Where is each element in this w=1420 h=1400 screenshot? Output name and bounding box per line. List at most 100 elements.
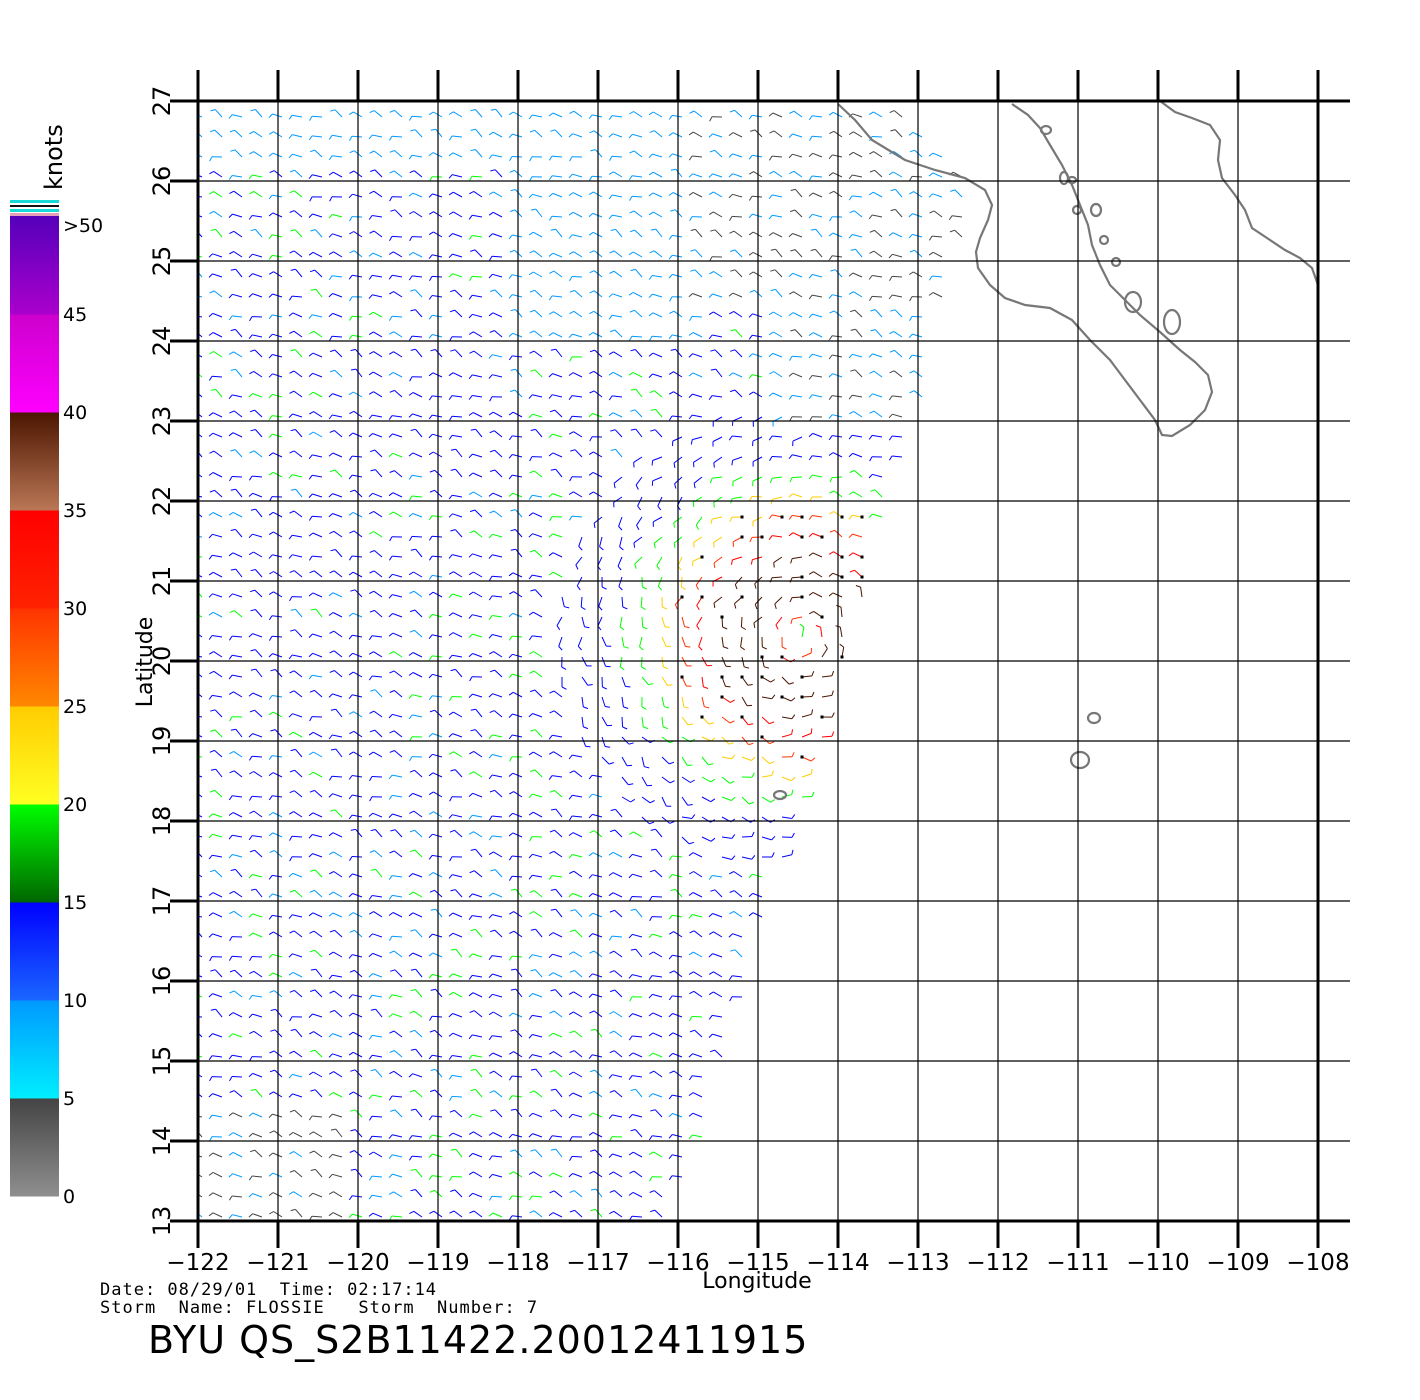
wind-barb xyxy=(512,492,523,498)
wind-barb xyxy=(512,1195,523,1198)
wind-barb-flag xyxy=(708,395,713,400)
wind-barb xyxy=(311,1215,323,1218)
wind-barb xyxy=(198,655,203,658)
wind-barb xyxy=(475,109,483,118)
wind-barb xyxy=(872,353,883,358)
wind-barb-flag xyxy=(808,294,813,300)
wind-barb-flag xyxy=(349,410,355,415)
wind-barb-flag xyxy=(648,951,654,955)
wind-barb-flag xyxy=(669,1070,675,1074)
wind-barb xyxy=(252,273,263,278)
wind-barb xyxy=(794,209,803,218)
wind-barb-flag xyxy=(888,171,894,176)
wind-barb-flag xyxy=(868,513,873,519)
wind-barb xyxy=(874,169,883,178)
wind-barb xyxy=(532,494,543,498)
wind-barb xyxy=(212,833,223,838)
rain-flag-marker xyxy=(840,575,844,579)
wind-barb-flag xyxy=(449,696,453,702)
latitude-tick-label: 15 xyxy=(148,1046,176,1077)
wind-barb-flag xyxy=(508,635,513,641)
wind-barb-flag xyxy=(210,768,216,771)
wind-barb-flag xyxy=(610,228,616,231)
wind-barb xyxy=(198,214,203,218)
wind-barb xyxy=(535,429,543,438)
wind-barb-flag xyxy=(828,172,834,177)
wind-barb-flag xyxy=(751,831,755,837)
wind-barb xyxy=(332,734,343,738)
wind-barb-flag xyxy=(688,892,694,896)
wind-barb-flag xyxy=(728,742,734,745)
wind-barb xyxy=(611,155,623,158)
wind-barb-flag xyxy=(550,129,556,132)
wind-barb xyxy=(752,353,763,358)
wind-barb-flag xyxy=(249,771,254,775)
wind-barb-flag xyxy=(469,276,473,281)
wind-barb-flag xyxy=(708,133,713,138)
wind-barb-flag xyxy=(248,1013,253,1019)
wind-barb-flag xyxy=(730,349,736,352)
wind-barb-flag xyxy=(568,1092,574,1097)
wind-barb-flag xyxy=(730,949,736,952)
wind-barb-flag xyxy=(369,729,375,733)
wind-barb xyxy=(712,516,723,520)
wind-barb xyxy=(312,251,323,258)
wind-barb-flag xyxy=(488,233,493,238)
wind-barb-flag xyxy=(228,511,234,516)
wind-barb xyxy=(812,552,823,558)
wind-barb xyxy=(595,1028,603,1038)
wind-barb xyxy=(792,153,803,158)
wind-barb-flag xyxy=(369,550,375,553)
wind-barb-flag xyxy=(189,973,193,976)
wind-barb-flag xyxy=(268,554,273,559)
wind-barb xyxy=(373,531,383,538)
wind-barb-flag xyxy=(689,990,695,995)
wind-barb-flag xyxy=(428,254,433,260)
wind-barb xyxy=(332,612,343,618)
wind-barb xyxy=(641,736,651,744)
wind-barb xyxy=(732,173,743,178)
wind-barb xyxy=(911,315,923,318)
wind-barb-flag xyxy=(828,232,834,237)
wind-barb-flag xyxy=(568,395,573,400)
wind-barb-flag xyxy=(870,329,876,332)
wind-barb-flag xyxy=(189,952,193,955)
wind-barb xyxy=(454,829,463,838)
wind-barb-flag xyxy=(428,673,433,679)
wind-barb xyxy=(451,696,463,698)
wind-barb-flag xyxy=(290,349,296,352)
wind-barb-flag xyxy=(289,570,295,574)
wind-barb xyxy=(212,993,223,998)
wind-barb-flag xyxy=(368,414,373,420)
wind-barb-flag xyxy=(288,731,294,736)
wind-barb xyxy=(272,373,283,378)
wind-barb xyxy=(613,1011,623,1018)
wind-barb-flag xyxy=(308,812,314,817)
legend-cap-lines xyxy=(10,200,59,216)
wind-barb-flag xyxy=(368,1035,373,1040)
wind-barb xyxy=(451,1095,463,1098)
wind-barb-flag xyxy=(722,626,728,630)
wind-barb-flag xyxy=(249,370,254,375)
wind-barb-flag xyxy=(348,912,354,917)
wind-barb-flag xyxy=(230,328,236,332)
wind-barb-flag xyxy=(510,968,516,971)
wind-barb xyxy=(952,215,963,218)
wind-barb-flag xyxy=(250,888,256,891)
wind-barb xyxy=(335,748,343,758)
wind-barb-flag xyxy=(568,1071,574,1076)
wind-barb xyxy=(393,291,403,298)
wind-barb-flag xyxy=(829,310,835,314)
wind-barb-flag xyxy=(389,470,395,473)
wind-barb-flag xyxy=(868,111,874,116)
wind-barb-flag xyxy=(468,453,473,459)
wind-barb xyxy=(198,373,203,378)
wind-barb-flag xyxy=(268,636,273,641)
wind-barb xyxy=(393,1070,403,1078)
wind-barb-flag xyxy=(908,213,913,218)
rain-flag-marker xyxy=(780,515,784,519)
wind-barb-flag xyxy=(468,693,473,699)
wind-barb xyxy=(233,890,243,898)
wind-barb xyxy=(293,1050,303,1058)
wind-barb-flag xyxy=(888,253,893,259)
